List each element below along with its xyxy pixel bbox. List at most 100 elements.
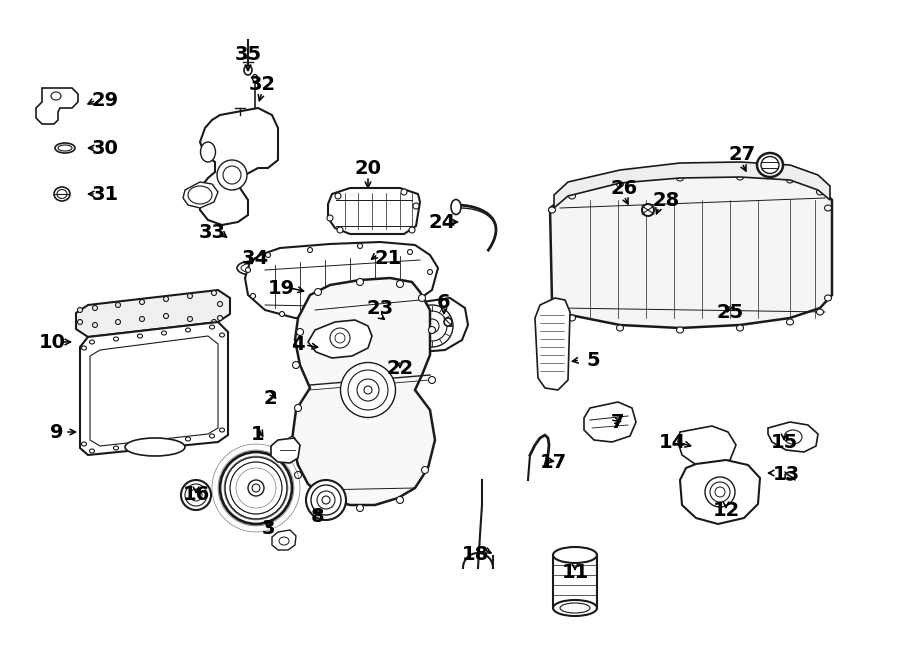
Polygon shape bbox=[90, 336, 218, 446]
Ellipse shape bbox=[188, 186, 212, 204]
Text: 12: 12 bbox=[713, 500, 740, 520]
Ellipse shape bbox=[761, 157, 779, 173]
Ellipse shape bbox=[185, 328, 191, 332]
Polygon shape bbox=[680, 460, 760, 524]
Ellipse shape bbox=[553, 600, 597, 616]
Ellipse shape bbox=[82, 346, 86, 350]
Ellipse shape bbox=[161, 331, 166, 335]
Polygon shape bbox=[550, 175, 832, 328]
Ellipse shape bbox=[210, 325, 214, 329]
Ellipse shape bbox=[164, 313, 168, 319]
Polygon shape bbox=[584, 402, 636, 442]
Ellipse shape bbox=[253, 113, 257, 117]
Ellipse shape bbox=[311, 485, 341, 515]
Ellipse shape bbox=[237, 261, 267, 275]
Ellipse shape bbox=[187, 317, 193, 321]
Ellipse shape bbox=[642, 204, 654, 216]
Ellipse shape bbox=[89, 340, 94, 344]
Text: 18: 18 bbox=[462, 545, 489, 564]
Ellipse shape bbox=[677, 175, 683, 181]
Text: 26: 26 bbox=[610, 178, 637, 198]
Ellipse shape bbox=[413, 203, 419, 209]
Ellipse shape bbox=[115, 303, 121, 307]
Ellipse shape bbox=[248, 480, 264, 496]
Ellipse shape bbox=[138, 443, 142, 447]
Ellipse shape bbox=[551, 302, 557, 308]
Ellipse shape bbox=[553, 547, 597, 563]
Ellipse shape bbox=[327, 215, 333, 221]
Polygon shape bbox=[398, 298, 468, 352]
Ellipse shape bbox=[349, 245, 387, 259]
Ellipse shape bbox=[77, 319, 83, 325]
Ellipse shape bbox=[82, 442, 86, 446]
Ellipse shape bbox=[787, 319, 794, 325]
Text: 14: 14 bbox=[659, 434, 686, 453]
Ellipse shape bbox=[308, 247, 312, 253]
Text: 16: 16 bbox=[183, 485, 210, 504]
Ellipse shape bbox=[824, 295, 832, 301]
Ellipse shape bbox=[201, 142, 215, 162]
Text: 1: 1 bbox=[251, 426, 265, 444]
Text: 11: 11 bbox=[562, 563, 589, 582]
Ellipse shape bbox=[356, 504, 364, 512]
Text: 28: 28 bbox=[652, 190, 680, 210]
Ellipse shape bbox=[212, 319, 217, 325]
Text: 17: 17 bbox=[539, 453, 567, 471]
Ellipse shape bbox=[181, 480, 211, 510]
Ellipse shape bbox=[335, 193, 341, 199]
Ellipse shape bbox=[569, 193, 575, 199]
Ellipse shape bbox=[335, 333, 345, 343]
Ellipse shape bbox=[164, 297, 168, 301]
Ellipse shape bbox=[418, 295, 426, 301]
Text: 21: 21 bbox=[374, 249, 401, 268]
Ellipse shape bbox=[736, 325, 743, 331]
Ellipse shape bbox=[408, 249, 412, 254]
Ellipse shape bbox=[377, 311, 382, 317]
Text: 32: 32 bbox=[248, 75, 275, 93]
Ellipse shape bbox=[279, 537, 289, 545]
Text: 24: 24 bbox=[428, 212, 455, 231]
Ellipse shape bbox=[816, 309, 824, 315]
Ellipse shape bbox=[348, 370, 388, 410]
Ellipse shape bbox=[161, 440, 166, 444]
Ellipse shape bbox=[294, 471, 302, 479]
Ellipse shape bbox=[736, 174, 743, 180]
Text: 35: 35 bbox=[234, 46, 262, 65]
Ellipse shape bbox=[337, 227, 343, 233]
Ellipse shape bbox=[444, 318, 452, 326]
Polygon shape bbox=[80, 322, 228, 455]
Ellipse shape bbox=[89, 449, 94, 453]
Ellipse shape bbox=[710, 482, 730, 502]
Ellipse shape bbox=[220, 428, 224, 432]
Ellipse shape bbox=[785, 472, 795, 480]
Ellipse shape bbox=[217, 160, 247, 190]
Ellipse shape bbox=[57, 190, 67, 198]
Ellipse shape bbox=[357, 379, 379, 401]
Ellipse shape bbox=[185, 484, 207, 506]
Ellipse shape bbox=[252, 484, 260, 492]
Ellipse shape bbox=[51, 92, 61, 100]
Ellipse shape bbox=[115, 319, 121, 325]
Ellipse shape bbox=[417, 311, 447, 341]
Text: 33: 33 bbox=[199, 223, 226, 241]
Ellipse shape bbox=[425, 319, 439, 333]
Ellipse shape bbox=[140, 299, 145, 305]
Ellipse shape bbox=[353, 247, 383, 256]
Ellipse shape bbox=[418, 299, 422, 305]
Ellipse shape bbox=[246, 268, 250, 272]
Ellipse shape bbox=[757, 153, 783, 177]
Ellipse shape bbox=[824, 205, 832, 211]
Ellipse shape bbox=[397, 496, 403, 504]
Ellipse shape bbox=[569, 315, 575, 321]
Ellipse shape bbox=[330, 328, 350, 348]
Ellipse shape bbox=[705, 477, 735, 507]
Ellipse shape bbox=[428, 377, 436, 383]
Text: 20: 20 bbox=[355, 159, 382, 178]
Ellipse shape bbox=[411, 305, 453, 347]
Text: 13: 13 bbox=[772, 465, 799, 485]
Polygon shape bbox=[535, 298, 570, 390]
Text: 10: 10 bbox=[39, 332, 66, 352]
Ellipse shape bbox=[187, 293, 193, 299]
Text: 30: 30 bbox=[92, 139, 119, 157]
Polygon shape bbox=[271, 438, 300, 463]
